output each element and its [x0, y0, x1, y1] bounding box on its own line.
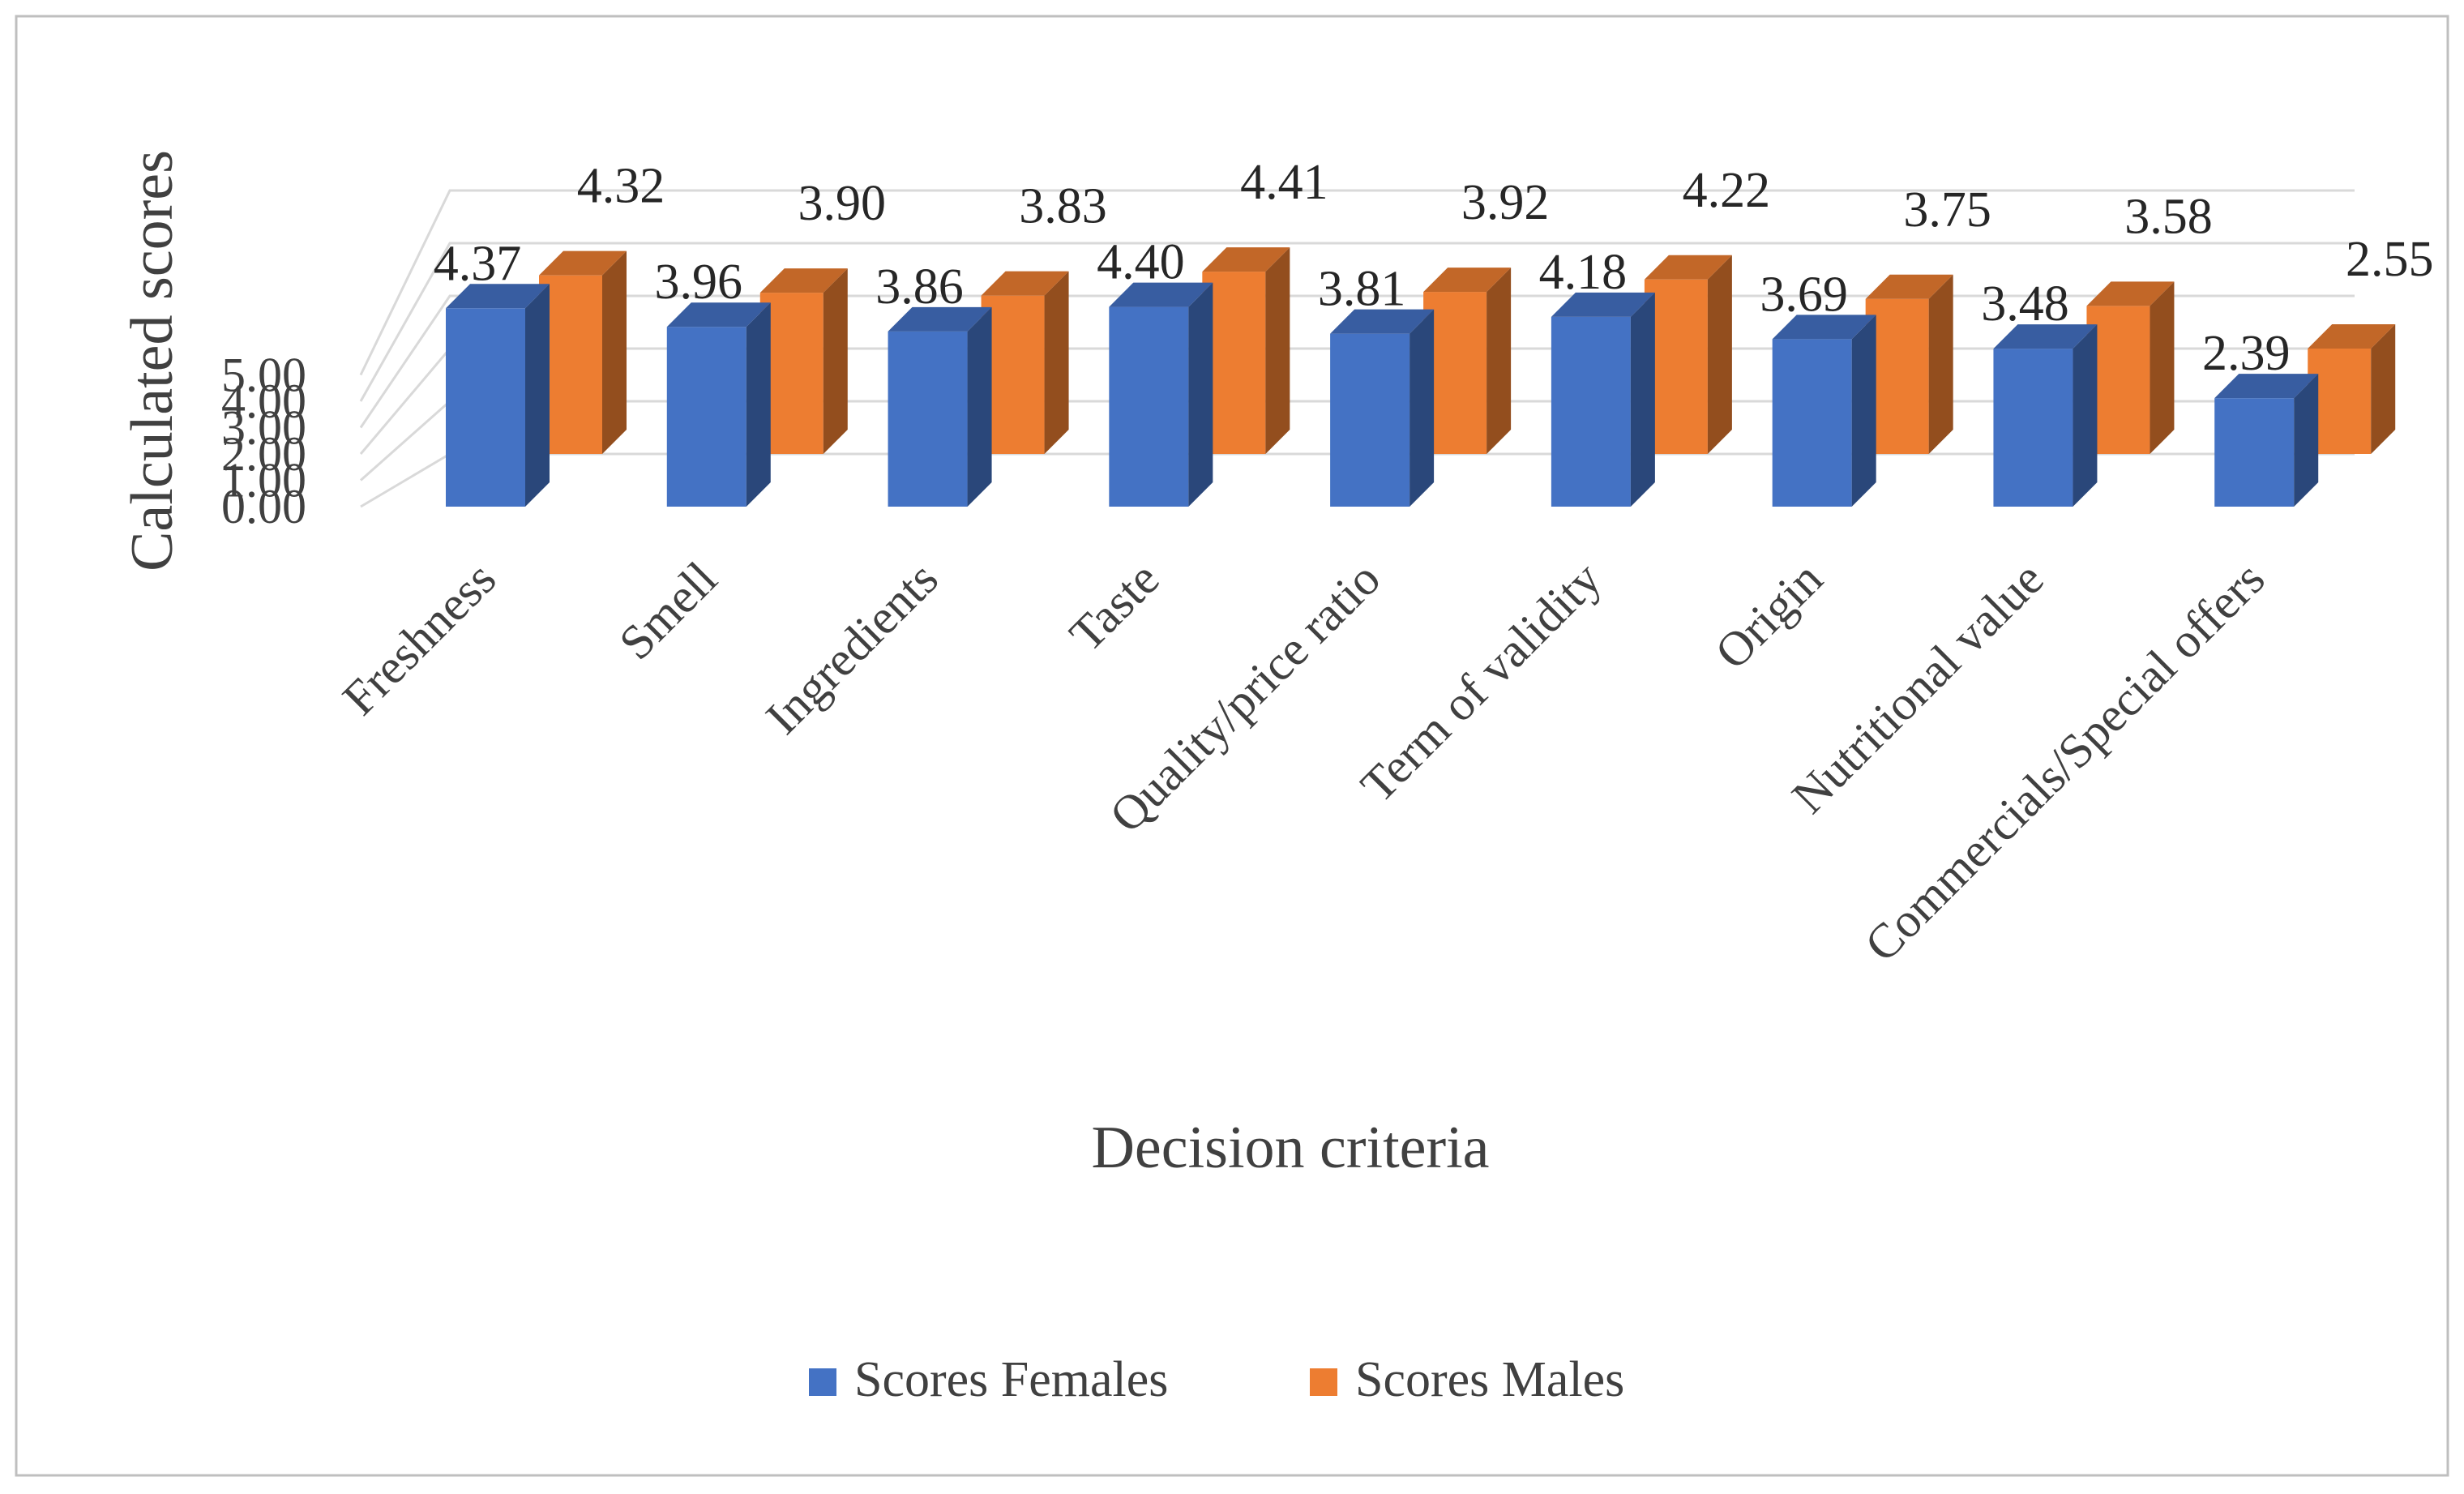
data-label: 3.69 [1760, 267, 1848, 322]
bar [1423, 268, 1512, 454]
bar [888, 306, 992, 507]
data-label: 3.75 [1903, 182, 1991, 238]
data-label: 4.37 [434, 236, 522, 291]
data-label: 3.81 [1318, 262, 1406, 317]
bar [539, 250, 627, 454]
bar [446, 284, 550, 507]
legend: Scores Females Scores Males [809, 1352, 1624, 1407]
bar [666, 302, 771, 507]
y-tick-label: 2.00 [221, 427, 306, 481]
gridline [359, 189, 2355, 376]
bar [2214, 374, 2319, 507]
bar [1993, 324, 2098, 507]
data-label: 3.96 [655, 255, 743, 310]
legend-swatch-females [809, 1368, 836, 1396]
bar [1109, 282, 1213, 507]
data-label: 3.90 [798, 176, 887, 231]
data-label: 3.58 [2124, 189, 2213, 244]
bar [2086, 281, 2175, 454]
data-label: 3.92 [1461, 175, 1550, 230]
bar [1330, 309, 1435, 507]
bar [1202, 247, 1290, 454]
bar [1644, 255, 1732, 454]
bar [1865, 274, 1953, 454]
bars: 4.32 3.90 3.83 4.41 3.92 4.22 3.75 3.58 2.55 4.37… [434, 155, 2434, 507]
data-label: 4.41 [1240, 155, 1328, 210]
bar [1772, 315, 1876, 507]
bar [981, 271, 1069, 454]
y-axis-label: Calculated scores [119, 150, 186, 571]
legend-label-females: Scores Females [854, 1352, 1168, 1407]
data-label: 4.18 [1539, 245, 1628, 300]
x-axis-label: Decision criteria [1091, 1115, 1489, 1181]
data-label: 3.48 [1981, 276, 2069, 332]
y-tick-label: 5.00 [221, 349, 306, 402]
legend-label-males: Scores Males [1355, 1352, 1624, 1407]
bar [2308, 323, 2396, 454]
legend-swatch-males [1310, 1368, 1337, 1396]
gridline [359, 242, 2355, 402]
bar [1551, 292, 1655, 507]
data-label: 4.22 [1683, 163, 1771, 218]
y-tick-label: 3.00 [221, 401, 306, 455]
y-axis-ticks: 0.001.002.003.004.005.00 [221, 349, 306, 534]
bar [759, 268, 848, 454]
data-label: 2.39 [2202, 326, 2291, 381]
data-label: 4.40 [1097, 235, 1185, 290]
y-tick-label: 0.00 [221, 480, 306, 533]
data-label: 4.32 [577, 159, 665, 214]
data-label: 3.83 [1019, 179, 1107, 234]
data-label: 3.86 [875, 259, 964, 315]
data-label: 2.55 [2346, 232, 2434, 287]
y-tick-label: 4.00 [221, 375, 306, 428]
y-tick-label: 1.00 [221, 454, 306, 507]
